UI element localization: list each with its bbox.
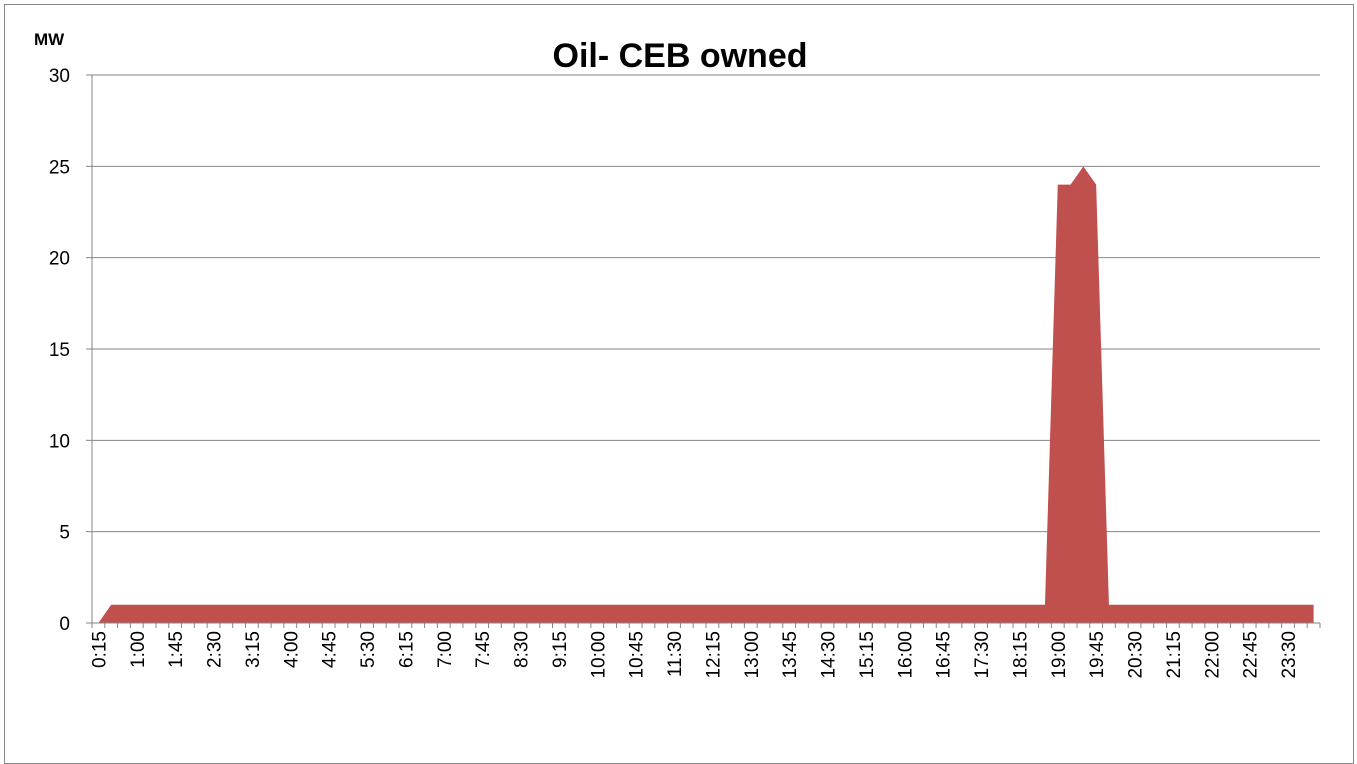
chart-frame — [4, 4, 1354, 764]
x-tick-label: 13:45 — [780, 631, 801, 679]
x-tick-label: 20:30 — [1126, 631, 1147, 679]
x-tick-label: 21:15 — [1164, 631, 1185, 679]
x-tick-label: 23:30 — [1279, 631, 1300, 679]
x-tick-label: 8:30 — [512, 631, 533, 668]
x-tick-label: 16:45 — [934, 631, 955, 679]
x-tick-label: 1:45 — [166, 631, 187, 668]
y-tick-label: 30 — [49, 66, 70, 87]
x-tick-label: 5:30 — [358, 631, 379, 668]
x-tick-label: 16:00 — [895, 631, 916, 679]
x-tick-label: 7:45 — [473, 631, 494, 668]
x-tick-label: 19:00 — [1049, 631, 1070, 679]
y-tick-label: 15 — [49, 340, 70, 361]
y-tick-label: 10 — [49, 431, 70, 452]
area-series — [98, 166, 1314, 624]
x-tick-label: 15:15 — [857, 631, 878, 679]
x-tick-label: 0:15 — [89, 631, 110, 668]
x-tick-label: 9:15 — [550, 631, 571, 668]
x-tick-label: 10:00 — [588, 631, 609, 679]
x-tick-label: 2:30 — [205, 631, 226, 668]
x-tick-label: 22:45 — [1241, 631, 1262, 679]
y-axis-ticks: 0 5 10 15 20 25 30 — [49, 66, 92, 635]
x-tick-label: 3:15 — [243, 631, 264, 668]
x-tick-label: 13:00 — [742, 631, 763, 679]
x-tick-label: 1:00 — [128, 631, 149, 668]
x-tick-label: 4:00 — [281, 631, 302, 668]
x-tick-label: 11:30 — [665, 631, 686, 677]
chart-title: Oil- CEB owned — [553, 37, 808, 75]
x-tick-label: 18:15 — [1010, 631, 1031, 679]
y-tick-label: 5 — [59, 523, 70, 544]
x-tick-label: 22:00 — [1202, 631, 1223, 679]
y-tick-label: 0 — [59, 614, 70, 635]
area-fill — [98, 166, 1314, 624]
x-tick-label: 7:00 — [435, 631, 456, 668]
gridlines — [92, 74, 1320, 533]
y-axis-unit-label: MW — [34, 30, 65, 49]
x-tick-label: 17:30 — [972, 631, 993, 679]
y-tick-label: 25 — [49, 157, 70, 178]
x-tick-label: 10:45 — [627, 631, 648, 679]
x-tick-label: 19:45 — [1087, 631, 1108, 679]
x-tick-label: 14:30 — [819, 631, 840, 679]
x-tick-label: 6:15 — [396, 631, 417, 668]
y-tick-label: 20 — [49, 249, 70, 270]
x-tick-label: 4:45 — [320, 631, 341, 668]
x-tick-label: 12:15 — [703, 631, 724, 679]
x-axis-ticks: 0:15 1:00 1:45 2:30 3:15 4:00 4:45 5:30 6:15 7:00… — [89, 623, 1321, 679]
